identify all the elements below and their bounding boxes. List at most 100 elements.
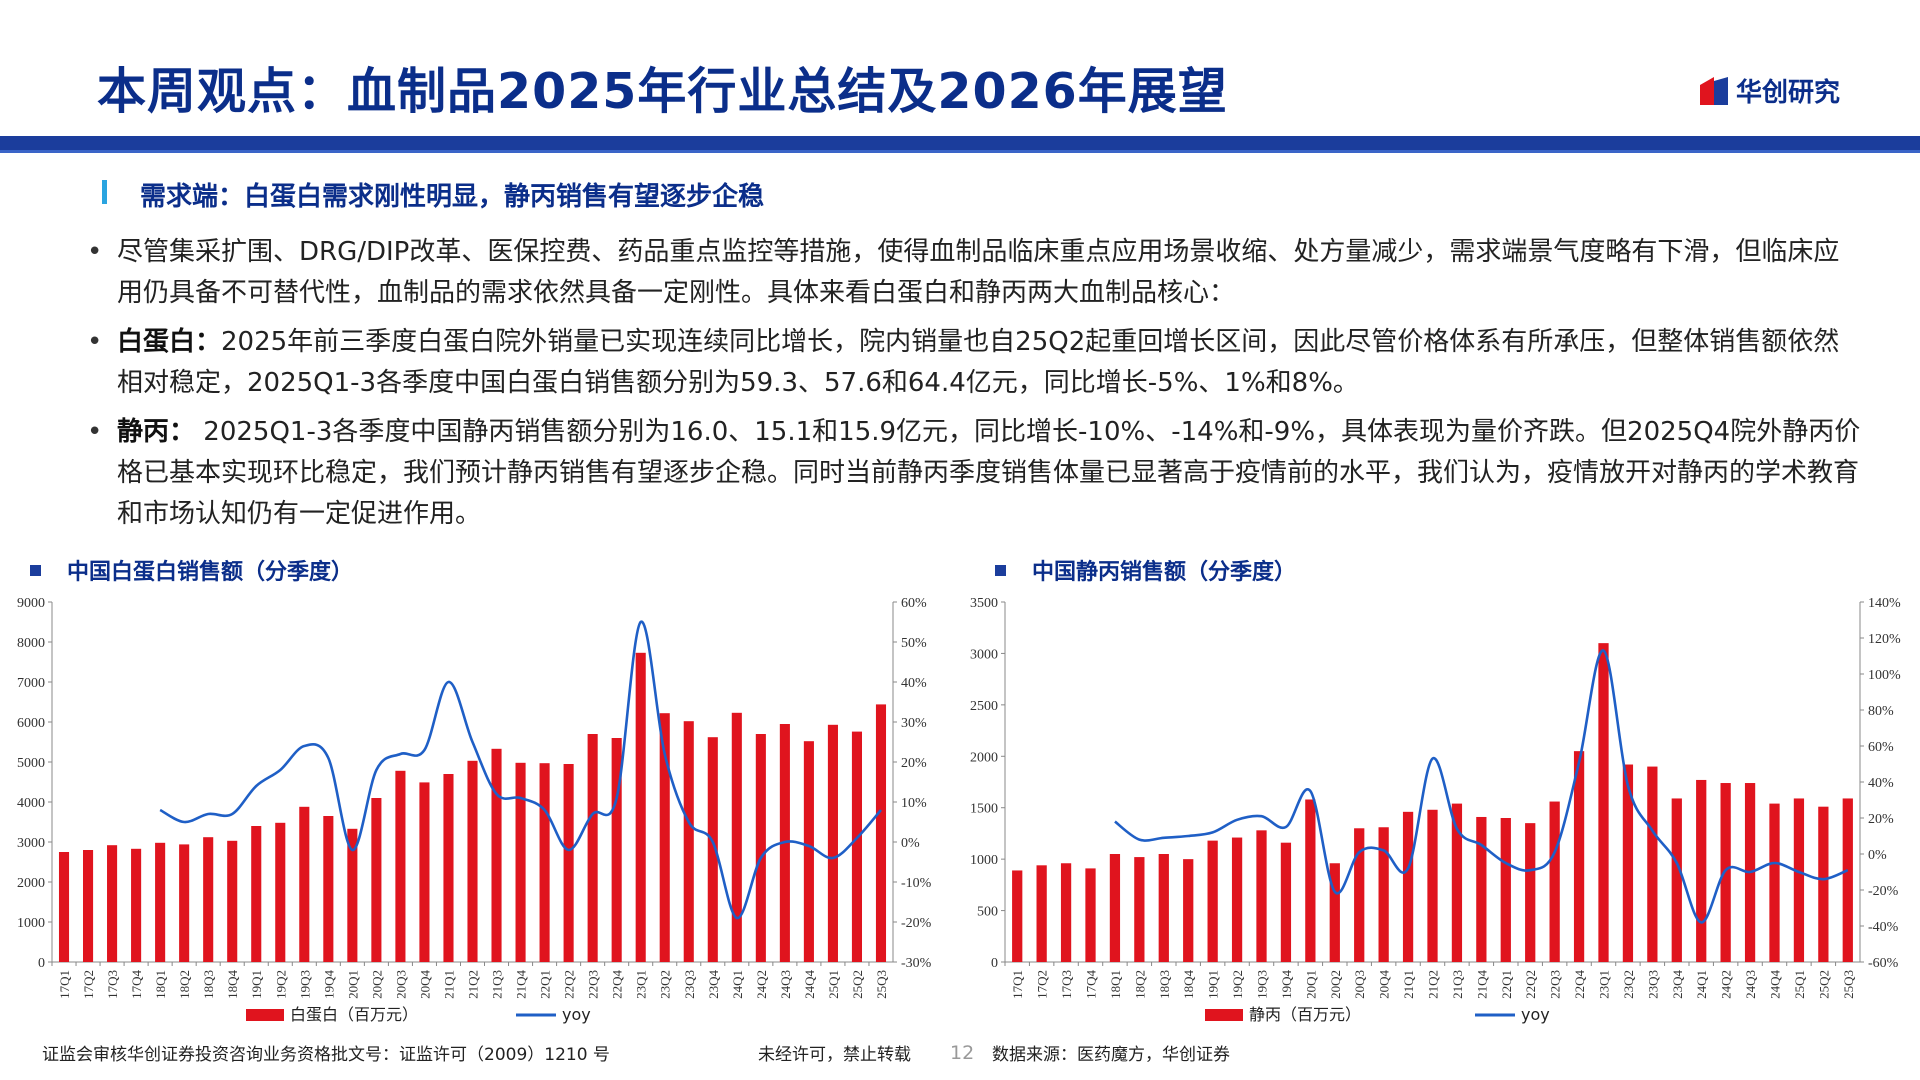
bar (1842, 798, 1853, 962)
y-right-tick-label: -30% (901, 956, 932, 971)
page-number: 12 (950, 1042, 975, 1064)
bar (1622, 764, 1634, 962)
x-tick-label: 18Q1 (153, 970, 168, 999)
yoy-line (1114, 649, 1849, 924)
y-right-tick-label: 50% (901, 636, 927, 651)
bar (1573, 751, 1585, 962)
bullet-dot: • (87, 237, 103, 267)
x-tick-label: 23Q4 (706, 970, 721, 999)
x-tick-label: 21Q3 (1450, 970, 1465, 999)
x-tick-label: 21Q1 (1401, 970, 1416, 999)
bar (755, 734, 766, 962)
footer-license: 证监会审核华创证券投资咨询业务资格批文号：证监许可（2009）1210 号 (42, 1045, 610, 1065)
x-tick-label: 24Q2 (1719, 970, 1734, 999)
y-right-tick-label: 0% (901, 836, 920, 851)
title-divider-edge (0, 150, 1920, 153)
x-tick-label: 25Q3 (874, 970, 889, 999)
x-tick-label: 24Q2 (754, 970, 769, 999)
bar (1207, 840, 1218, 962)
y-right-tick-label: 140% (1868, 596, 1901, 611)
chart-title-text: 中国白蛋白销售额（分季度） (67, 560, 354, 585)
bar (1036, 865, 1047, 962)
chart-title-marker (995, 564, 1006, 576)
bar (563, 764, 574, 962)
y-right-tick-label: -40% (1868, 920, 1899, 935)
x-tick-label: 18Q4 (225, 970, 240, 999)
x-tick-label: 19Q2 (1230, 970, 1245, 999)
bar (1696, 779, 1707, 962)
x-tick-label: 24Q3 (1743, 970, 1758, 999)
bar (875, 704, 887, 962)
bar (131, 848, 142, 962)
bar (275, 822, 286, 962)
x-tick-label: 25Q2 (1816, 970, 1831, 999)
x-tick-label: 21Q1 (441, 970, 456, 999)
x-tick-label: 17Q3 (1059, 970, 1074, 999)
bar (1305, 799, 1316, 962)
bar (1329, 863, 1340, 962)
bar (155, 842, 166, 962)
bar (1451, 803, 1463, 962)
x-tick-label: 22Q1 (538, 970, 553, 999)
bar (1647, 766, 1658, 962)
bar (1158, 854, 1169, 962)
x-tick-label: 17Q4 (1084, 970, 1099, 999)
y-left-tick-label: 500 (977, 905, 998, 920)
y-left-tick-label: 0 (991, 956, 998, 971)
x-tick-label: 20Q2 (369, 970, 384, 999)
x-tick-label: 19Q4 (321, 970, 336, 999)
y-left-tick-label: 1500 (970, 802, 998, 817)
bar (347, 828, 358, 962)
x-tick-label: 20Q2 (1328, 970, 1343, 999)
section-marker (102, 180, 107, 204)
legend-line-label: yoy (1521, 1005, 1550, 1024)
bar (1427, 809, 1438, 962)
y-right-tick-label: -10% (901, 876, 932, 891)
x-tick-label: 25Q1 (826, 970, 841, 999)
bar (1598, 643, 1609, 962)
legend-line-label: yoy (562, 1005, 591, 1024)
legend-bar-swatch (246, 1009, 284, 1021)
y-right-tick-label: 10% (901, 796, 927, 811)
x-tick-label: 20Q1 (1303, 970, 1318, 999)
brand-logo-text: 华创研究 (1736, 78, 1841, 108)
x-tick-label: 17Q1 (57, 970, 72, 999)
x-tick-label: 22Q4 (610, 970, 625, 999)
bar (1378, 827, 1389, 962)
bar (587, 734, 598, 962)
x-tick-label: 20Q1 (345, 970, 360, 999)
bar (1256, 830, 1267, 962)
chart-title-albumin: 中国白蛋白销售额（分季度） (30, 554, 353, 586)
bar (515, 762, 526, 962)
bar (1818, 806, 1829, 962)
x-tick-label: 19Q3 (1255, 970, 1270, 999)
x-tick-label: 18Q1 (1108, 970, 1123, 999)
x-tick-label: 25Q3 (1841, 970, 1856, 999)
x-tick-label: 25Q1 (1792, 970, 1807, 999)
bar (1012, 870, 1023, 962)
bullet-item: • 尽管集采扩围、DRG/DIP改革、医保控费、药品重点监控等措施，使得血制品临… (85, 232, 1865, 314)
x-tick-label: 23Q1 (634, 970, 649, 999)
x-tick-label: 21Q3 (490, 970, 505, 999)
x-tick-label: 17Q4 (129, 970, 144, 999)
x-tick-label: 24Q3 (778, 970, 793, 999)
x-tick-label: 23Q2 (1621, 970, 1636, 999)
x-tick-label: 21Q2 (1426, 970, 1441, 999)
x-tick-label: 23Q2 (658, 970, 673, 999)
bullet-text: 2025Q1-3各季度中国静丙销售额分别为16.0、15.1和15.9亿元，同比… (117, 417, 1861, 529)
x-tick-label: 25Q2 (850, 970, 865, 999)
bar (635, 652, 646, 962)
bar (1354, 828, 1365, 962)
x-tick-label: 18Q2 (1132, 970, 1147, 999)
y-right-tick-label: -20% (1868, 884, 1899, 899)
bar (611, 738, 622, 962)
bullet-dot: • (87, 327, 103, 357)
legend-bar-swatch (1205, 1009, 1243, 1021)
y-right-tick-label: 20% (901, 756, 927, 771)
x-tick-label: 24Q4 (802, 970, 817, 999)
bar (419, 782, 430, 962)
y-left-tick-label: 2000 (17, 876, 45, 891)
x-tick-label: 24Q1 (730, 970, 745, 999)
bar (1060, 863, 1072, 962)
x-tick-label: 23Q4 (1670, 970, 1685, 999)
